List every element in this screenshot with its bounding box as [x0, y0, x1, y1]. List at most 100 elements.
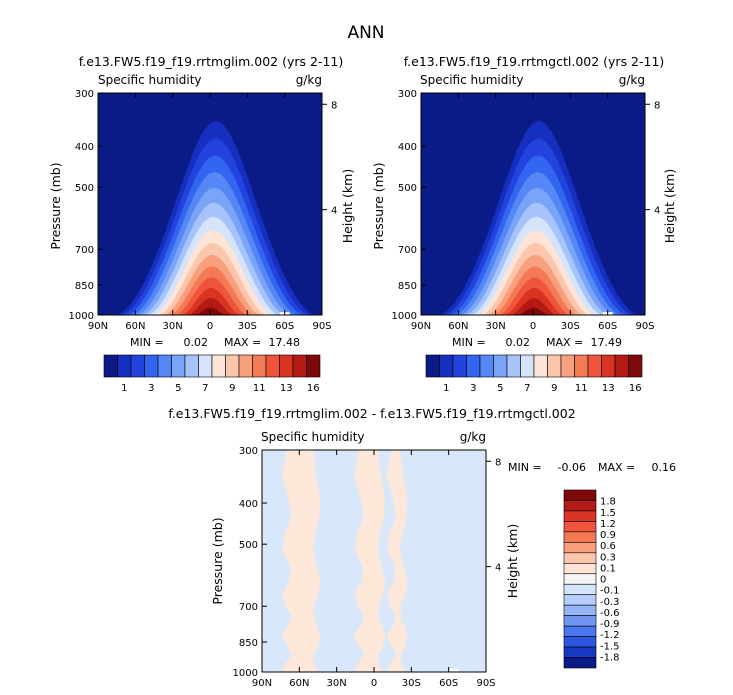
colorbar-swatch: [279, 354, 294, 378]
colorbar-swatch: [479, 354, 494, 378]
colorbar-swatch: [563, 521, 597, 533]
y-tick-label: 500: [239, 540, 258, 551]
y-tick-label: 1000: [392, 311, 417, 322]
panel-3-title: f.e13.FW5.f19_f19.rrtmglim.002 - f.e13.F…: [168, 406, 575, 421]
colorbar-label: -0.3: [600, 597, 620, 608]
panel-2-ylabel: Pressure (mb): [371, 162, 386, 249]
panel-1-min-value: 0.02: [184, 336, 209, 349]
colorbar-label: 11: [253, 383, 266, 394]
colorbar-label: 1.8: [600, 497, 616, 508]
colorbar-swatch: [306, 354, 321, 378]
panel-1-ylabel-right: Height (km): [340, 169, 355, 243]
x-tick-label: 0: [530, 321, 536, 332]
panel-3-ylabel-right: Height (km): [505, 524, 520, 598]
contour-band: [386, 450, 408, 672]
colorbar-swatch: [265, 354, 280, 378]
colorbar-swatch: [563, 604, 597, 616]
contour-band: [354, 450, 386, 672]
panel-1-ylabel: Pressure (mb): [48, 162, 63, 249]
contour-band: [188, 298, 234, 315]
colorbar-label: 1.2: [600, 519, 616, 530]
x-tick-label: 90N: [88, 321, 108, 332]
panel-2-ylabel-right: Height (km): [662, 169, 677, 243]
colorbar-swatch: [563, 625, 597, 637]
colorbar-label: 13: [280, 383, 293, 394]
panel-1-variable: Specific humidity: [98, 73, 202, 87]
colorbar-swatch: [533, 354, 548, 378]
panel-1-max-value: 17.48: [269, 336, 301, 349]
colorbar-label: -1.5: [600, 641, 620, 652]
x-tick-label: 90S: [312, 321, 331, 332]
colorbar-label: -0.9: [600, 619, 620, 630]
y-tick-label: 300: [239, 446, 258, 457]
panel-1-plot-area: 90N 60N 30N 0 30S 60S 90S 300 400 500 700 850 1000 8 4: [69, 89, 338, 332]
x-tick-label: 60N: [448, 321, 468, 332]
panel-2-variable: Specific humidity: [420, 73, 524, 87]
colorbar-swatch: [563, 573, 597, 585]
panel-3-colorbar: 1.81.51.20.90.60.30.10-0.1-0.3-0.6-0.9-1…: [563, 489, 620, 669]
page-title: ANN: [347, 23, 384, 43]
colorbar-swatch: [563, 615, 597, 627]
colorbar-swatch: [563, 489, 597, 501]
x-tick-label: 90S: [476, 678, 495, 689]
panel-2-colorbar: 1 3 5 7 9 11 13 16: [425, 354, 643, 394]
y-tick-label: 1000: [233, 668, 258, 679]
x-tick-label: 30S: [238, 321, 257, 332]
colorbar-swatch: [452, 354, 467, 378]
x-tick-label: 90N: [411, 321, 431, 332]
panel-1-title: f.e13.FW5.f19_f19.rrtmglim.002 (yrs 2-11…: [79, 54, 344, 69]
y-tick-label: 700: [75, 245, 94, 256]
colorbar-label: 3: [148, 383, 154, 394]
colorbar-label: 0: [600, 575, 606, 586]
panel-3-ylabel: Pressure (mb): [210, 517, 225, 604]
colorbar-swatch: [439, 354, 454, 378]
y-tick-label: 700: [239, 602, 258, 613]
masked-region: [448, 669, 459, 672]
colorbar-label: 0.1: [600, 563, 616, 574]
panel-1-units: g/kg: [296, 73, 322, 87]
colorbar-label: -0.1: [600, 586, 620, 597]
colorbar-label: 16: [629, 383, 642, 394]
panel-3-max-value: 0.16: [652, 461, 677, 474]
y-tick-label: 500: [398, 183, 417, 194]
panel-2-units: g/kg: [619, 73, 645, 87]
x-tick-label: 60N: [289, 678, 309, 689]
colorbar-swatch: [184, 354, 199, 378]
colorbar-swatch: [157, 354, 172, 378]
colorbar-swatch: [560, 354, 575, 378]
panel-3-max-label: MAX =: [598, 461, 635, 474]
x-tick-label: 60S: [598, 321, 617, 332]
x-tick-label: 60N: [125, 321, 145, 332]
y-tick-label: 850: [75, 281, 94, 292]
colorbar-swatch: [574, 354, 589, 378]
y-right-tick-label: 8: [331, 100, 337, 111]
colorbar-swatch: [563, 594, 597, 606]
y-tick-label: 850: [398, 281, 417, 292]
colorbar-swatch: [563, 657, 597, 669]
panel-1-max-label: MAX =: [224, 336, 261, 349]
colorbar-label: -1.2: [600, 630, 620, 641]
colorbar-label: 7: [524, 383, 530, 394]
y-tick-label: 700: [398, 245, 417, 256]
colorbar-label: 1: [443, 383, 449, 394]
colorbar-label: -0.6: [600, 608, 620, 619]
colorbar-label: 3: [470, 383, 476, 394]
y-tick-label: 400: [398, 142, 417, 153]
y-tick-label: 400: [239, 499, 258, 510]
panel-3-min-value: -0.06: [558, 461, 586, 474]
x-tick-label: 30N: [486, 321, 506, 332]
colorbar-label: 9: [551, 383, 557, 394]
colorbar-swatch: [614, 354, 629, 378]
x-tick-label: 30N: [327, 678, 347, 689]
colorbar-swatch: [252, 354, 267, 378]
y-right-tick-label: 8: [654, 100, 660, 111]
colorbar-swatch: [506, 354, 521, 378]
colorbar-swatch: [563, 646, 597, 658]
colorbar-swatch: [520, 354, 535, 378]
x-tick-label: 60S: [439, 678, 458, 689]
panel-1: f.e13.FW5.f19_f19.rrtmglim.002 (yrs 2-11…: [48, 54, 355, 394]
panel-3: f.e13.FW5.f19_f19.rrtmglim.002 - f.e13.F…: [168, 406, 676, 689]
colorbar-swatch: [587, 354, 602, 378]
colorbar-swatch: [563, 510, 597, 522]
colorbar-swatch: [563, 562, 597, 575]
